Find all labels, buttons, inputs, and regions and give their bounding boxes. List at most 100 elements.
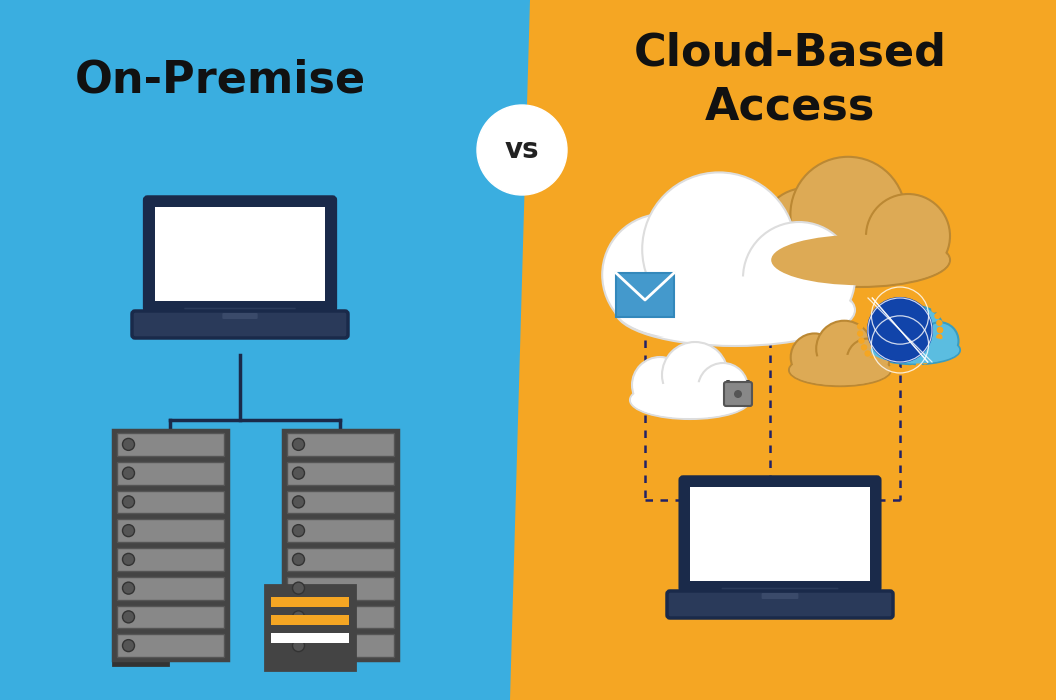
Circle shape [868,298,932,362]
Text: On-Premise: On-Premise [74,59,365,102]
Circle shape [293,611,304,623]
FancyBboxPatch shape [117,643,163,652]
Circle shape [910,365,914,370]
Circle shape [857,331,863,336]
Circle shape [865,304,870,309]
Ellipse shape [617,276,853,344]
Ellipse shape [871,337,959,363]
Circle shape [938,328,943,332]
Circle shape [895,368,901,372]
FancyBboxPatch shape [286,433,394,456]
Circle shape [760,188,851,279]
Circle shape [122,611,134,623]
Circle shape [293,554,304,566]
FancyBboxPatch shape [113,430,227,660]
Circle shape [903,288,908,293]
Circle shape [122,582,134,594]
Circle shape [859,338,864,343]
FancyBboxPatch shape [271,615,348,625]
Circle shape [122,640,134,652]
Circle shape [888,367,893,372]
Circle shape [935,342,940,346]
FancyBboxPatch shape [117,514,163,522]
FancyBboxPatch shape [117,600,163,608]
FancyBboxPatch shape [116,577,224,599]
FancyBboxPatch shape [116,491,224,513]
Polygon shape [510,0,1056,700]
FancyBboxPatch shape [616,273,674,317]
FancyBboxPatch shape [724,382,752,406]
Circle shape [642,172,796,326]
FancyBboxPatch shape [184,307,297,315]
FancyBboxPatch shape [286,519,394,542]
Circle shape [122,467,134,479]
Circle shape [743,222,855,334]
Circle shape [662,342,728,408]
FancyBboxPatch shape [132,311,348,338]
FancyBboxPatch shape [286,577,394,599]
Text: vs: vs [505,136,540,164]
Circle shape [910,290,914,295]
FancyBboxPatch shape [286,548,394,570]
FancyBboxPatch shape [116,519,224,542]
FancyBboxPatch shape [117,622,163,630]
FancyBboxPatch shape [271,597,348,607]
Circle shape [875,361,881,366]
Circle shape [293,640,304,652]
Ellipse shape [771,234,948,285]
FancyBboxPatch shape [116,634,224,657]
FancyBboxPatch shape [680,477,880,591]
FancyBboxPatch shape [286,606,394,629]
Circle shape [927,301,932,306]
FancyBboxPatch shape [113,500,168,665]
Circle shape [870,299,874,304]
Ellipse shape [790,355,890,385]
FancyBboxPatch shape [117,578,163,587]
Circle shape [935,314,940,318]
Circle shape [857,324,863,329]
FancyBboxPatch shape [286,491,394,513]
Circle shape [122,438,134,450]
Circle shape [882,364,887,370]
FancyBboxPatch shape [286,462,394,484]
Circle shape [938,328,943,332]
Circle shape [923,359,927,364]
FancyBboxPatch shape [117,557,163,565]
Circle shape [698,363,748,413]
Circle shape [293,524,304,537]
Polygon shape [0,0,530,700]
Ellipse shape [630,381,750,419]
FancyBboxPatch shape [286,634,394,657]
Circle shape [921,322,959,360]
Circle shape [937,321,942,326]
FancyBboxPatch shape [265,585,355,670]
Circle shape [791,333,838,381]
FancyBboxPatch shape [271,633,348,643]
Ellipse shape [789,354,891,386]
Ellipse shape [615,274,855,346]
Circle shape [122,554,134,566]
Circle shape [790,157,906,272]
FancyBboxPatch shape [117,536,163,543]
Circle shape [734,390,742,398]
FancyBboxPatch shape [761,593,798,599]
FancyBboxPatch shape [145,197,336,311]
Circle shape [917,293,922,297]
Circle shape [122,524,134,537]
Circle shape [871,318,913,360]
FancyBboxPatch shape [116,606,224,629]
Circle shape [862,345,867,350]
FancyBboxPatch shape [667,591,893,618]
Text: Cloud-Based
Access: Cloud-Based Access [634,32,946,128]
FancyBboxPatch shape [283,430,397,660]
FancyBboxPatch shape [691,487,870,581]
FancyBboxPatch shape [116,462,224,484]
Circle shape [931,307,937,312]
Circle shape [866,194,950,278]
Circle shape [875,294,881,299]
Ellipse shape [870,336,960,364]
Ellipse shape [770,233,950,287]
Circle shape [888,288,893,293]
Circle shape [293,496,304,508]
Circle shape [917,363,922,368]
